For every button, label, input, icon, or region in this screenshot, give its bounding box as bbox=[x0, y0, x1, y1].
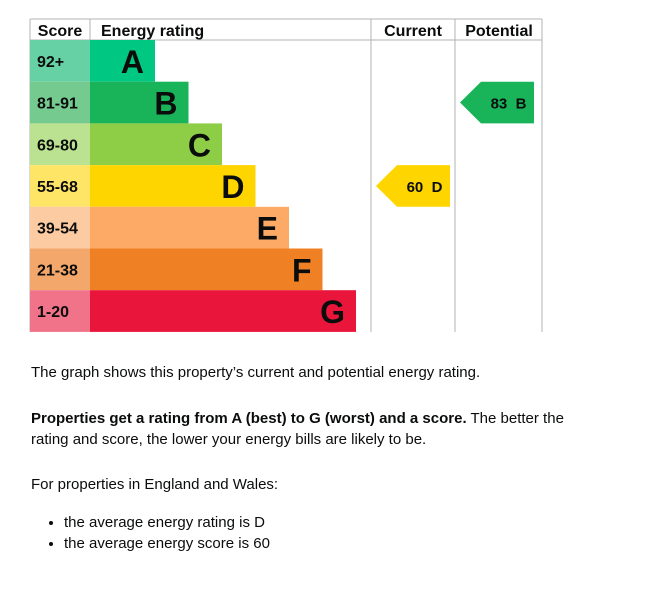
header-potential: Potential bbox=[465, 23, 533, 40]
band-range-g: 1-20 bbox=[37, 304, 69, 321]
header-score: Score bbox=[38, 23, 83, 40]
band-bar-d bbox=[90, 165, 256, 207]
average-list: the average energy rating is D the avera… bbox=[31, 512, 270, 554]
band-range-e: 39-54 bbox=[37, 221, 78, 238]
header-energy-rating: Energy rating bbox=[101, 23, 204, 40]
band-letter-c: C bbox=[188, 127, 211, 163]
rating-explanation-rest: The better the rating and score, the low… bbox=[31, 410, 564, 448]
average-rating-item: the average energy rating is D bbox=[64, 512, 270, 533]
score-cell-e bbox=[30, 206, 90, 249]
band-bar-c bbox=[90, 123, 222, 166]
rating-bands: 92+ A 81-91 B 69-80 C 55-68 D 39-54 E 21-38 F 1-20 G bbox=[30, 40, 356, 332]
potential-rating-marker bbox=[460, 81, 534, 124]
current-rating-marker bbox=[376, 165, 450, 207]
potential-rating-label: 83 B bbox=[491, 96, 527, 113]
score-cell-d bbox=[30, 165, 90, 207]
current-rating-label: 60 D bbox=[407, 179, 443, 196]
region-text: For properties in England and Wales: bbox=[31, 476, 279, 493]
band-bar-f bbox=[90, 248, 323, 291]
band-range-f: 21-38 bbox=[37, 262, 78, 279]
band-letter-f: F bbox=[292, 252, 312, 288]
band-letter-a: A bbox=[121, 44, 144, 80]
rating-explanation: Properties get a rating from A (best) to… bbox=[31, 408, 591, 450]
score-cell-a bbox=[30, 40, 90, 82]
score-cell-c bbox=[30, 123, 90, 166]
band-bar-a bbox=[90, 40, 155, 82]
band-bar-e bbox=[90, 206, 289, 249]
score-cell-g bbox=[30, 290, 90, 332]
rating-explanation-bold: Properties get a rating from A (best) to… bbox=[31, 410, 467, 427]
band-letter-b: B bbox=[154, 86, 177, 122]
average-score-item: the average energy score is 60 bbox=[64, 533, 270, 554]
rating-markers: 60 D 83 B bbox=[376, 81, 534, 207]
band-range-a: 92+ bbox=[37, 54, 64, 71]
band-range-b: 81-91 bbox=[37, 96, 78, 113]
energy-rating-chart: Score Energy rating Current Potential 92… bbox=[29, 18, 543, 332]
band-letter-e: E bbox=[257, 211, 278, 247]
band-bar-g bbox=[90, 290, 356, 332]
score-cell-b bbox=[30, 81, 90, 124]
band-bar-b bbox=[90, 81, 189, 124]
band-range-d: 55-68 bbox=[37, 179, 78, 196]
score-cell-f bbox=[30, 248, 90, 291]
band-letter-d: D bbox=[221, 169, 244, 205]
header-current: Current bbox=[384, 23, 442, 40]
band-letter-g: G bbox=[320, 294, 345, 330]
intro-text: The graph shows this property’s current … bbox=[31, 364, 481, 381]
band-range-c: 69-80 bbox=[37, 137, 78, 154]
chart-headers: Score Energy rating Current Potential bbox=[38, 23, 533, 40]
